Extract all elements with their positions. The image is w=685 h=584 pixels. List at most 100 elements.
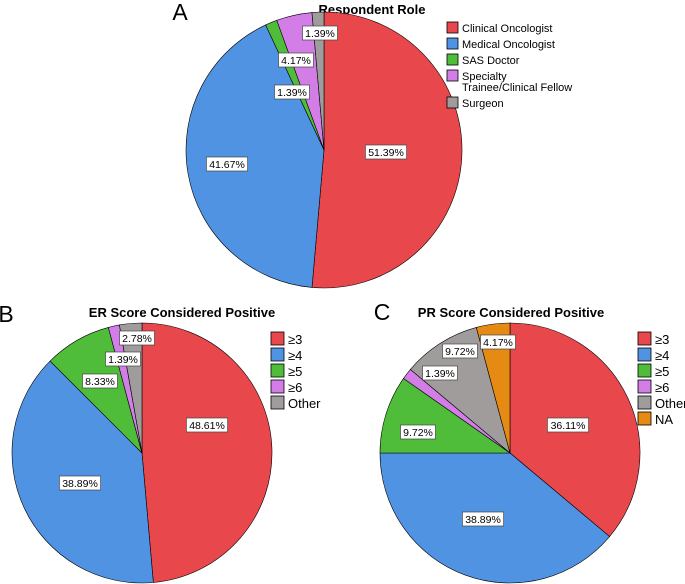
data-label-box <box>186 417 228 433</box>
data-label-text: 48.61% <box>189 420 225 432</box>
data-label-box <box>480 334 516 350</box>
data-label-box <box>547 417 589 433</box>
chart-title: PR Score Considered Positive <box>418 305 604 320</box>
data-label-text: 4.17% <box>281 55 311 67</box>
legend-label: ≥3 <box>655 332 669 347</box>
legend-label: ≥6 <box>655 380 669 395</box>
data-label-sas-doctor: 1.39% <box>274 84 310 100</box>
legend-swatch <box>446 21 459 34</box>
data-label-specialty-trainee-clinical-fellow: 4.17% <box>278 52 314 68</box>
legend-item-na: NA <box>637 411 673 427</box>
data-label-surgeon: 1.39% <box>302 25 338 41</box>
legend: Clinical Oncologist Medical Oncologist SAS… <box>446 21 572 110</box>
data-label-box <box>278 52 314 68</box>
legend-item-ge4: ≥4 <box>637 347 669 363</box>
data-label-box <box>105 351 141 367</box>
panel-a: A Respondent Role 51.39% 41.67% 1.39% 4.17% 1.… <box>172 0 572 289</box>
data-label-text: 1.39% <box>425 368 455 380</box>
panel-letter: C <box>374 299 391 325</box>
data-label-ge3: 48.61% <box>186 417 228 433</box>
legend-label: ≥3 <box>288 332 302 347</box>
legend-swatch <box>637 395 652 410</box>
legend-item-other: Other <box>270 395 321 411</box>
legend-swatch <box>446 53 459 66</box>
data-label-other: 2.78% <box>119 330 155 346</box>
data-label-text: 4.17% <box>483 337 513 349</box>
data-label-text: 41.67% <box>209 159 245 171</box>
legend-label: SAS Doctor <box>462 55 520 67</box>
legend-swatch <box>270 395 285 410</box>
data-label-box <box>442 343 478 359</box>
legend-label: ≥4 <box>655 348 669 363</box>
legend-swatch <box>637 331 652 346</box>
data-label-ge3: 36.11% <box>547 417 589 433</box>
legend-swatch <box>446 96 459 109</box>
data-label-box <box>400 424 436 440</box>
legend-swatch <box>446 69 459 82</box>
legend-label: ≥6 <box>288 380 302 395</box>
legend-item-medical-oncologist: Medical Oncologist <box>446 37 555 51</box>
data-label-text: 9.72% <box>403 427 433 439</box>
legend-swatch <box>446 37 459 50</box>
legend-swatch <box>637 347 652 362</box>
data-label-box <box>206 156 248 172</box>
data-label-box <box>462 511 504 527</box>
data-label-na: 4.17% <box>480 334 516 350</box>
data-label-ge4: 38.89% <box>59 475 101 491</box>
legend-label: Medical Oncologist <box>462 39 555 51</box>
legend-label: ≥5 <box>288 364 302 379</box>
legend-swatch <box>270 331 285 346</box>
data-label-box <box>422 365 458 381</box>
pie-slice-ge4 <box>11 360 154 584</box>
data-label-ge5: 9.72% <box>400 424 436 440</box>
legend-item-sas-doctor: SAS Doctor <box>446 53 520 67</box>
data-label-text: 38.89% <box>62 478 98 490</box>
data-label-text: 51.39% <box>368 147 404 159</box>
chart-title: ER Score Considered Positive <box>89 305 275 320</box>
data-label-other: 9.72% <box>442 343 478 359</box>
data-label-text: 1.39% <box>277 87 307 99</box>
data-label-text: 1.39% <box>108 354 138 366</box>
data-label-box <box>365 144 407 160</box>
panel-c: C PR Score Considered Positive 36.11% 38.89… <box>374 299 685 584</box>
chart-title: Respondent Role <box>319 2 426 17</box>
data-label-text: 9.72% <box>445 346 475 358</box>
legend-item-surgeon: Surgeon <box>446 96 504 110</box>
data-label-text: 1.39% <box>305 28 335 40</box>
legend-label: ≥4 <box>288 348 302 363</box>
legend-label: Specialty <box>462 71 507 83</box>
pie-slice-ge3 <box>141 322 273 583</box>
data-label-text: 8.33% <box>85 376 115 388</box>
panel-letter: B <box>0 301 14 327</box>
panel-b: B ER Score Considered Positive 48.61% 38.89… <box>0 301 321 584</box>
legend-item-other: Other <box>637 395 685 411</box>
data-label-box <box>302 25 338 41</box>
legend-label: ≥5 <box>655 364 669 379</box>
data-label-box <box>119 330 155 346</box>
panel-letter: A <box>172 0 188 25</box>
legend-item-ge3: ≥3 <box>270 331 302 347</box>
legend-item-ge6: ≥6 <box>637 379 669 395</box>
data-label-box <box>82 373 118 389</box>
data-label-text: 2.78% <box>122 333 152 345</box>
pie-slice-other <box>409 327 511 454</box>
legend-item-ge6: ≥6 <box>270 379 302 395</box>
legend-label: Other <box>655 396 685 411</box>
legend-swatch <box>637 411 652 426</box>
legend-label: NA <box>655 412 673 427</box>
legend-swatch <box>637 363 652 378</box>
data-label-ge4: 38.89% <box>462 511 504 527</box>
legend-item-ge3: ≥3 <box>637 331 669 347</box>
data-label-medical-oncologist: 41.67% <box>206 156 248 172</box>
legend-item-ge4: ≥4 <box>270 347 302 363</box>
legend-swatch <box>270 363 285 378</box>
pie-slice-surgeon <box>311 11 325 151</box>
data-label-box <box>274 84 310 100</box>
legend-swatch <box>270 379 285 394</box>
data-label-ge6: 1.39% <box>422 365 458 381</box>
pie-slice-na <box>475 322 511 454</box>
